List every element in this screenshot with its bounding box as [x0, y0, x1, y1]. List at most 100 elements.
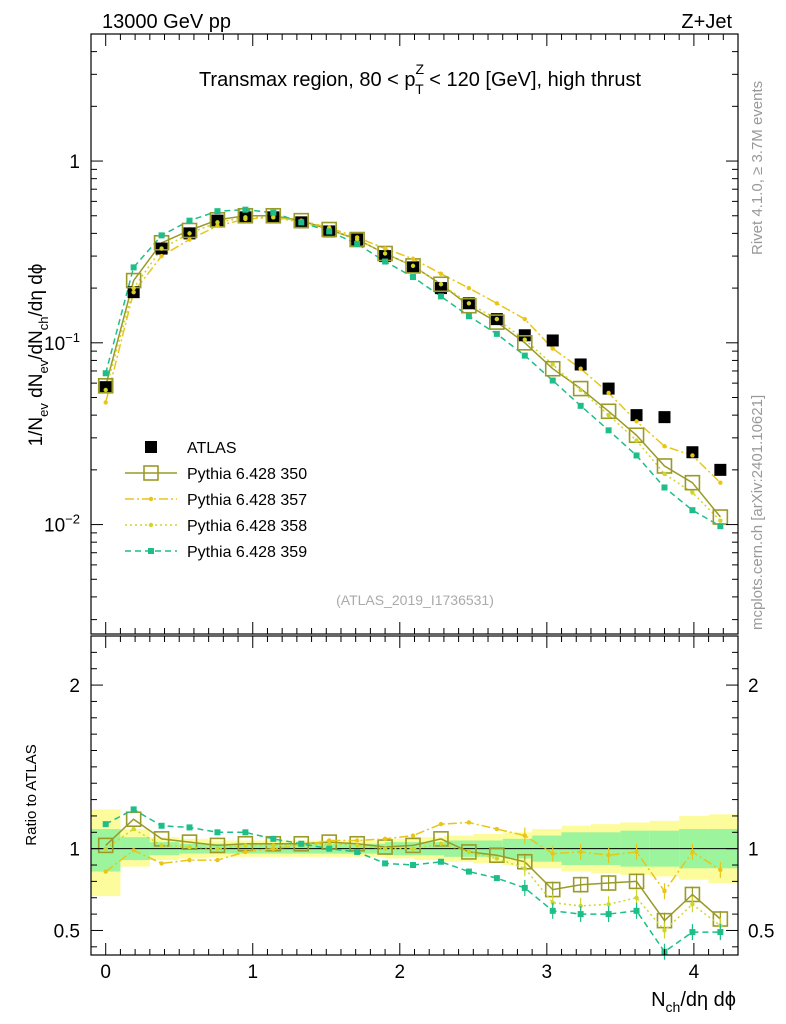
- header-process: Z+Jet: [681, 11, 732, 33]
- series-3-ratio-point: [354, 843, 360, 848]
- series-3-point: [131, 285, 136, 291]
- ratio-series-layer: [97, 806, 729, 960]
- series-2-ratio-point: [271, 846, 276, 851]
- legend-label-1: Pythia 6.428 350: [187, 466, 307, 483]
- series-0-point: [99, 381, 112, 394]
- analysis-id: (ATLAS_2019_I1736531): [336, 592, 494, 608]
- series-4-ratio-point: [382, 860, 389, 867]
- series-1-ratio-point: [628, 873, 645, 890]
- series-1-point: [544, 360, 561, 377]
- series-3-point: [634, 438, 639, 443]
- legend-marker-2: [148, 496, 154, 502]
- series-4-ratio-line: [105, 808, 721, 953]
- series-4-point: [717, 523, 724, 530]
- series-4-point: [102, 370, 109, 377]
- series-4-ratio-point: [354, 848, 361, 855]
- series-3-point: [522, 337, 527, 342]
- series-2-ratio-point: [159, 861, 164, 866]
- series-2-ratio-point: [662, 889, 667, 894]
- series-2-point: [690, 453, 695, 458]
- series-3-ratio-point: [382, 846, 388, 851]
- series-4-point: [549, 377, 556, 384]
- series-2-point: [187, 237, 192, 242]
- ratio-tick-label-left: 1: [69, 840, 80, 861]
- series-2-ratio-point: [327, 838, 332, 843]
- series-4-point: [382, 258, 389, 265]
- y-tick-label: 10−1: [44, 330, 80, 355]
- series-2-ratio-point: [494, 826, 500, 832]
- legend-label-0: ATLAS: [187, 440, 237, 457]
- series-0-point: [602, 382, 615, 395]
- series-2-point: [215, 223, 220, 229]
- legend-label-3: Pythia 6.428 358: [187, 518, 307, 535]
- series-4-ratio-point: [633, 907, 640, 914]
- series-4-ratio-point: [186, 824, 193, 831]
- series-2-ratio-point: [382, 836, 388, 842]
- series-4-ratio-point: [326, 845, 333, 852]
- series-2-ratio-point: [634, 849, 639, 855]
- series-1-point: [293, 212, 310, 229]
- series-4-point: [437, 293, 444, 300]
- series-3-ratio-point: [466, 849, 472, 855]
- series-1-point: [684, 474, 701, 491]
- series-4-ratio-point: [298, 840, 305, 847]
- series-4-ratio-point: [242, 829, 249, 836]
- series-3-point: [354, 237, 360, 242]
- series-3-ratio-point: [103, 846, 108, 851]
- title-sup: Z: [416, 61, 425, 77]
- series-3-ratio-point: [215, 846, 220, 851]
- series-4-point: [410, 274, 417, 281]
- series-3-ratio-point: [243, 843, 248, 848]
- series-4-point: [605, 427, 612, 434]
- x-tick-label: 1: [247, 962, 258, 983]
- header-energy: 13000 GeV pp: [102, 11, 231, 33]
- legend-marker-1: [143, 465, 159, 481]
- x-tick-label: 3: [542, 962, 553, 983]
- series-2-ratio-point: [690, 849, 695, 855]
- series-4-ratio-point: [102, 821, 109, 828]
- series-1-ratio-line: [105, 818, 721, 922]
- series-4-point: [214, 208, 221, 215]
- series-4-point: [689, 507, 696, 514]
- series-3-point: [494, 316, 500, 322]
- series-3-ratio-point: [522, 866, 527, 871]
- series-2-ratio-point: [578, 849, 583, 855]
- main-ylabel: 1/Nev dNev/dNch/dη dϕ: [26, 264, 51, 447]
- series-2-point: [382, 246, 388, 251]
- series-2-point: [159, 253, 164, 259]
- series-2-point: [438, 271, 444, 276]
- series-1-point: [97, 378, 114, 394]
- x-tick-label: 4: [689, 962, 700, 983]
- series-3-point: [159, 246, 164, 251]
- series-2-ratio-point: [410, 833, 416, 838]
- ratio-ylabel: Ratio to ATLAS: [23, 744, 40, 845]
- series-1-point: [516, 335, 533, 351]
- series-1-point: [321, 221, 338, 238]
- series-4-ratio-point: [437, 858, 444, 865]
- series-3-point: [382, 251, 388, 256]
- ratio-tick-label-left: 2: [69, 676, 80, 697]
- rivet-label: Rivet 4.1.0, ≥ 3.7M events: [749, 81, 766, 255]
- title-part-before: Transmax region, 80 < p: [199, 69, 416, 91]
- series-3-point: [215, 220, 220, 225]
- series-4-point: [158, 232, 165, 239]
- axes-layer: 0 1 2 3 4 1 10−1 10−2 0.5 0.5 1 1 2 2: [44, 33, 774, 983]
- series-3-ratio-point: [327, 841, 332, 846]
- series-4-point: [493, 330, 500, 337]
- series-4-point: [577, 402, 584, 409]
- series-2-point: [578, 366, 583, 371]
- series-1-ratio-point: [572, 876, 589, 893]
- title-part-after: < 120 [GeV], high thrust: [424, 69, 642, 91]
- series-3-point: [103, 387, 108, 393]
- series-3-point: [466, 301, 472, 306]
- series-1-point: [656, 458, 673, 474]
- series-3-point: [662, 471, 667, 477]
- series-4-ratio-point: [410, 862, 417, 869]
- title-sub: T: [415, 81, 424, 97]
- series-3-ratio-point: [271, 843, 276, 848]
- series-4-point: [242, 206, 249, 213]
- series-1-point: [125, 272, 142, 289]
- series-3-ratio-point: [606, 902, 611, 907]
- series-4-ratio-point: [717, 929, 724, 936]
- series-3-point: [243, 215, 248, 220]
